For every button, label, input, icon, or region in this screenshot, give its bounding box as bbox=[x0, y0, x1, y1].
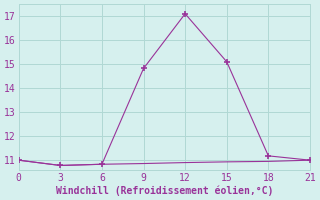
X-axis label: Windchill (Refroidissement éolien,°C): Windchill (Refroidissement éolien,°C) bbox=[56, 185, 273, 196]
